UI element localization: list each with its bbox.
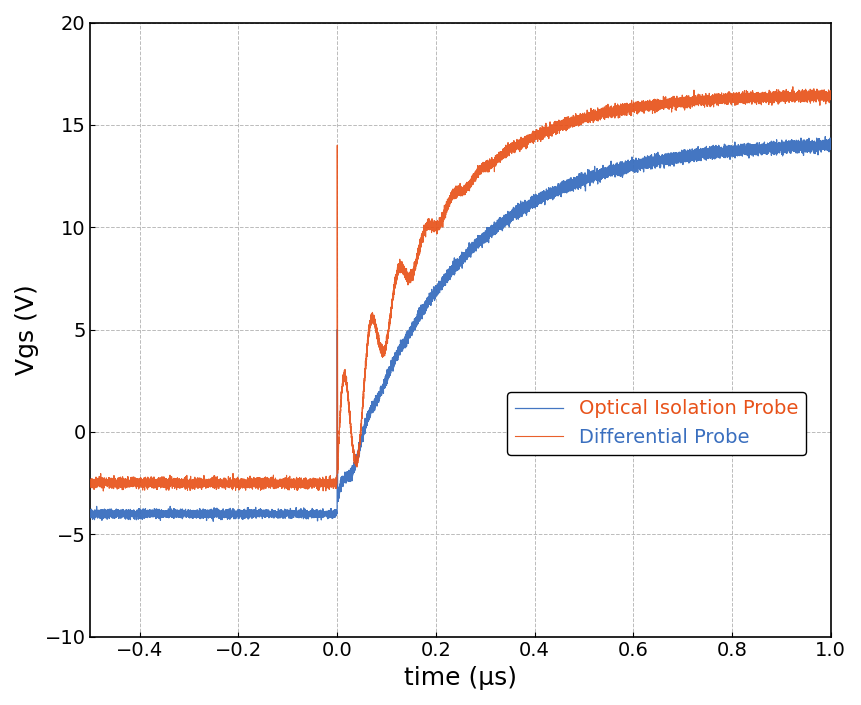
Line: Optical Isolation Probe: Optical Isolation Probe xyxy=(90,137,831,521)
Optical Isolation Probe xyxy=(259,506,269,515)
Optical Isolation Probe xyxy=(208,517,219,525)
Differential Probe xyxy=(182,480,192,489)
Optical Isolation Probe xyxy=(182,510,192,518)
Differential Probe xyxy=(408,269,418,278)
Differential Probe xyxy=(410,264,420,272)
Line: Differential Probe: Differential Probe xyxy=(90,87,831,491)
Differential Probe xyxy=(122,481,133,489)
Differential Probe xyxy=(826,95,836,104)
Optical Isolation Probe xyxy=(821,133,831,141)
Optical Isolation Probe xyxy=(410,319,420,327)
X-axis label: time (μs): time (μs) xyxy=(404,666,517,690)
Differential Probe xyxy=(98,486,108,495)
Differential Probe xyxy=(85,477,96,486)
Differential Probe xyxy=(788,82,798,91)
Differential Probe xyxy=(259,479,269,488)
Differential Probe xyxy=(340,368,350,376)
Optical Isolation Probe xyxy=(408,319,418,327)
Legend: Optical Isolation Probe, Differential Probe: Optical Isolation Probe, Differential Pr… xyxy=(507,392,806,455)
Optical Isolation Probe xyxy=(826,140,836,149)
Optical Isolation Probe xyxy=(340,479,350,487)
Y-axis label: Vgs (V): Vgs (V) xyxy=(15,284,39,375)
Optical Isolation Probe xyxy=(122,510,133,518)
Optical Isolation Probe xyxy=(85,509,96,517)
